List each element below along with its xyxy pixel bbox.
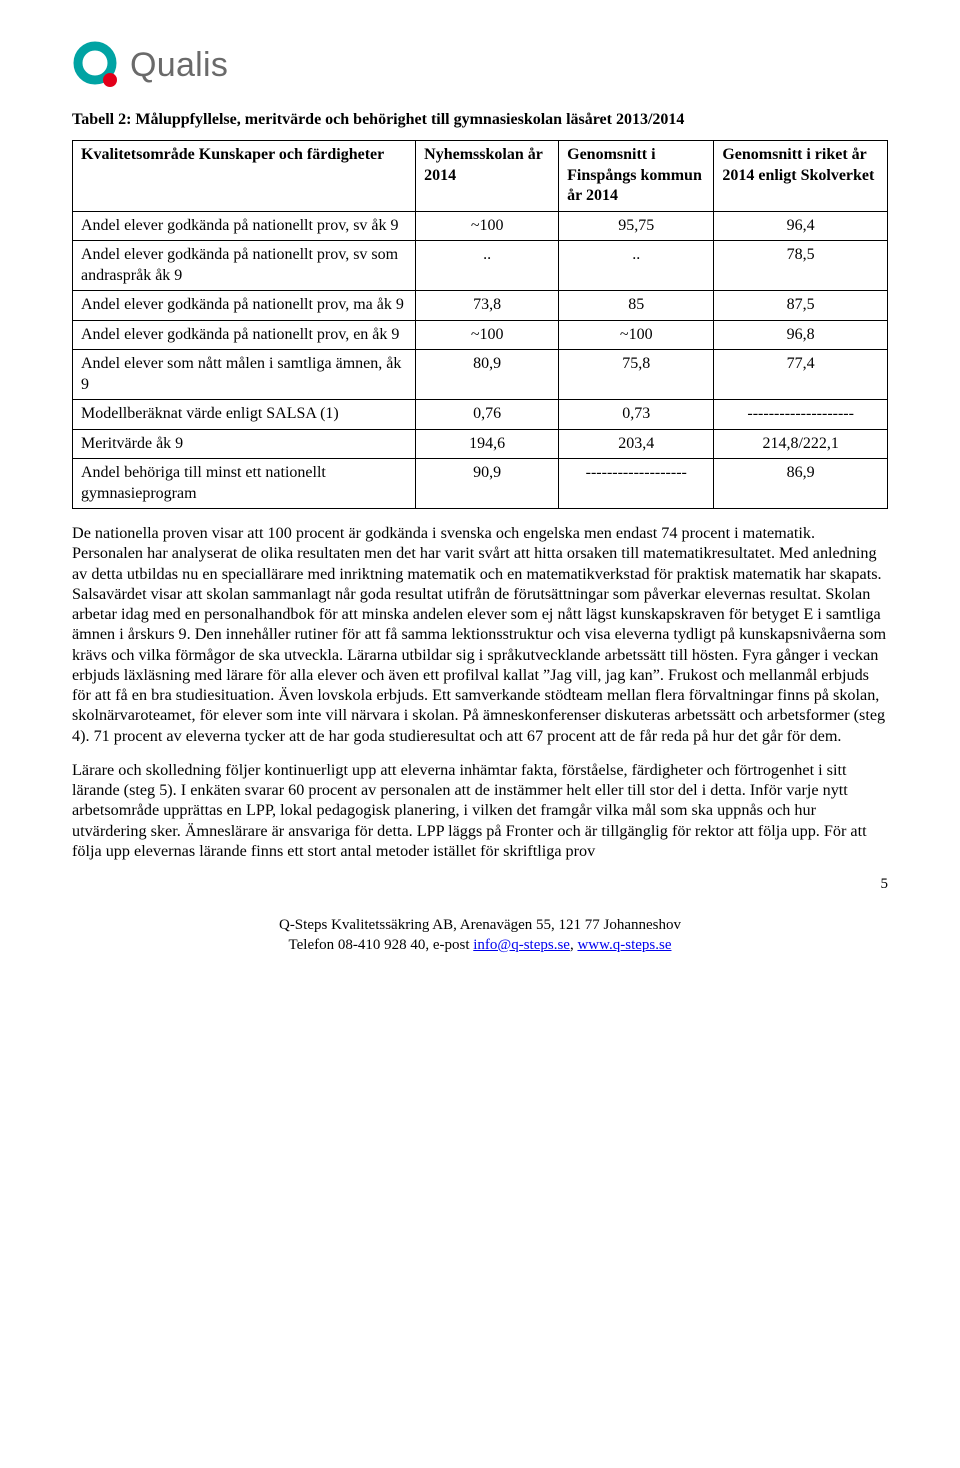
footer-phone-prefix: Telefon 08-410 928 40, e-post — [289, 937, 474, 953]
page-title: Tabell 2: Måluppfyllelse, meritvärde och… — [72, 110, 888, 130]
table-cell: 73,8 — [416, 291, 559, 320]
table-cell: Andel behöriga till minst ett nationellt… — [73, 459, 416, 509]
table-row: Meritvärde åk 9194,6203,4214,8/222,1 — [73, 429, 888, 458]
footer-address: Q-Steps Kvalitetssäkring AB, Arenavägen … — [72, 916, 888, 936]
table-cell: ~100 — [559, 320, 714, 349]
table-cell: Andel elever godkända på nationellt prov… — [73, 291, 416, 320]
table-cell: -------------------- — [714, 400, 888, 429]
page-footer: Q-Steps Kvalitetssäkring AB, Arenavägen … — [72, 916, 888, 955]
table-cell: Andel elever godkända på nationellt prov… — [73, 211, 416, 240]
table-header-row: Kvalitetsområde Kunskaper och färdighete… — [73, 141, 888, 211]
table-cell: .. — [559, 241, 714, 291]
table-row: Andel behöriga till minst ett nationellt… — [73, 459, 888, 509]
table-cell: 95,75 — [559, 211, 714, 240]
results-table: Kvalitetsområde Kunskaper och färdighete… — [72, 140, 888, 509]
logo-brand-text: Qualis — [130, 44, 228, 88]
table-cell: 96,4 — [714, 211, 888, 240]
table-cell: .. — [416, 241, 559, 291]
col-header-municipality: Genomsnitt i Finspångs kommun år 2014 — [559, 141, 714, 211]
table-row: Modellberäknat värde enligt SALSA (1)0,7… — [73, 400, 888, 429]
table-cell: 214,8/222,1 — [714, 429, 888, 458]
table-cell: 0,76 — [416, 400, 559, 429]
table-cell: Andel elever godkända på nationellt prov… — [73, 241, 416, 291]
table-cell: ~100 — [416, 320, 559, 349]
table-row: Andel elever godkända på nationellt prov… — [73, 211, 888, 240]
table-cell: Modellberäknat värde enligt SALSA (1) — [73, 400, 416, 429]
page-number: 5 — [72, 875, 888, 894]
col-header-area: Kvalitetsområde Kunskaper och färdighete… — [73, 141, 416, 211]
table-row: Andel elever godkända på nationellt prov… — [73, 320, 888, 349]
col-header-school: Nyhemsskolan år 2014 — [416, 141, 559, 211]
table-row: Andel elever godkända på nationellt prov… — [73, 291, 888, 320]
table-cell: 203,4 — [559, 429, 714, 458]
body-paragraph-2: Lärare och skolledning följer kontinuerl… — [72, 760, 888, 861]
footer-email-link[interactable]: info@q-steps.se — [473, 937, 570, 953]
table-cell: 96,8 — [714, 320, 888, 349]
footer-contact: Telefon 08-410 928 40, e-post info@q-ste… — [72, 936, 888, 956]
table-cell: 77,4 — [714, 350, 888, 400]
table-cell: 78,5 — [714, 241, 888, 291]
table-cell: 75,8 — [559, 350, 714, 400]
table-cell: Andel elever godkända på nationellt prov… — [73, 320, 416, 349]
col-header-national: Genomsnitt i riket år 2014 enligt Skolve… — [714, 141, 888, 211]
table-cell: 90,9 — [416, 459, 559, 509]
logo-q-icon — [72, 40, 124, 92]
table-row: Andel elever som nått målen i samtliga ä… — [73, 350, 888, 400]
table-cell: 85 — [559, 291, 714, 320]
table-cell: Andel elever som nått målen i samtliga ä… — [73, 350, 416, 400]
table-cell: ~100 — [416, 211, 559, 240]
table-cell: Meritvärde åk 9 — [73, 429, 416, 458]
table-cell: ------------------- — [559, 459, 714, 509]
brand-logo: Qualis — [72, 40, 888, 92]
table-cell: 80,9 — [416, 350, 559, 400]
body-paragraph-1: De nationella proven visar att 100 proce… — [72, 523, 888, 746]
table-cell: 87,5 — [714, 291, 888, 320]
footer-url-link[interactable]: www.q-steps.se — [577, 937, 671, 953]
table-row: Andel elever godkända på nationellt prov… — [73, 241, 888, 291]
table-cell: 86,9 — [714, 459, 888, 509]
table-cell: 194,6 — [416, 429, 559, 458]
table-cell: 0,73 — [559, 400, 714, 429]
